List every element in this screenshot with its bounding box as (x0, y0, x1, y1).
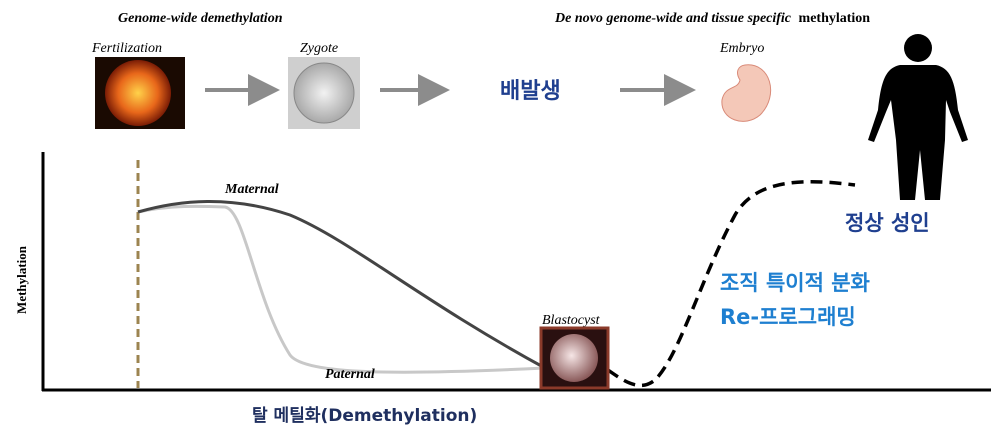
header-right: De novo genome-wide and tissue specific … (554, 11, 870, 26)
zygote-cell (294, 63, 354, 123)
annotation: 정상 성인 (845, 211, 930, 235)
annotation: Re-프로그래밍 (720, 305, 856, 329)
blastocyst-cell (550, 334, 598, 382)
stage-label: 배발생 (500, 79, 561, 104)
x-axis-label: 탈 메틸화(Demethylation) (252, 405, 477, 426)
curve-label: Paternal (325, 367, 375, 382)
embryo-image (722, 65, 771, 122)
paternal-curve (138, 206, 545, 372)
adult-silhouette (868, 34, 968, 200)
curve-label: Maternal (224, 182, 279, 197)
header-left: Genome-wide demethylation (118, 11, 283, 26)
header-right-bold: methylation (799, 11, 871, 26)
stage-label: Fertilization (91, 41, 162, 56)
maternal-curve (138, 201, 545, 368)
header-right-italic: De novo genome-wide and tissue specific (554, 11, 792, 26)
fertilization-egg (105, 60, 171, 126)
diagram: Genome-wide demethylation De novo genome… (0, 0, 991, 432)
stage-label: Zygote (300, 41, 338, 56)
annotation: 조직 특이적 분화 (720, 271, 871, 295)
curve-label: Blastocyst (542, 313, 601, 328)
stage-label: Embryo (719, 41, 764, 56)
y-axis-label: Methylation (14, 245, 29, 314)
